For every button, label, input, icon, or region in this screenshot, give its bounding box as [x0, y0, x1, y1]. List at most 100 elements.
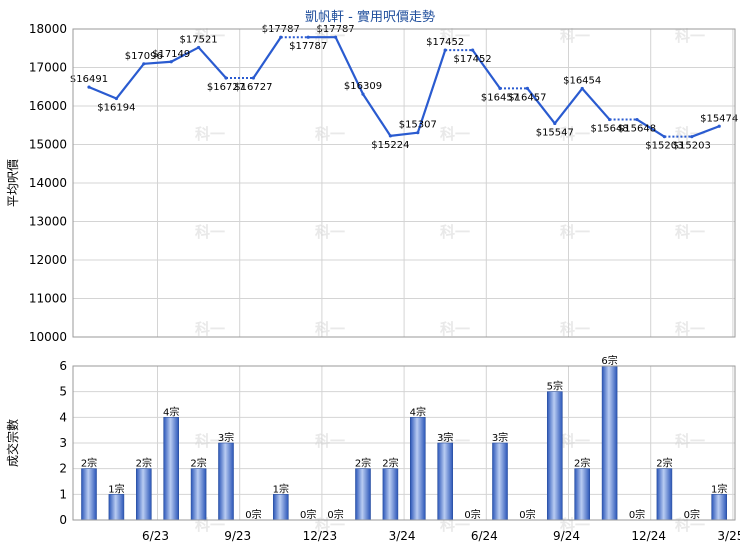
price-line-segment [471, 49, 501, 90]
volume-y-tick-label: 2 [59, 462, 67, 476]
price-point [553, 121, 557, 126]
watermark-text: 科一 [560, 432, 590, 450]
watermark-text: 科一 [195, 432, 225, 450]
price-y-axis-title: 平均呎價 [6, 159, 20, 207]
price-data-label: $17787 [317, 24, 355, 35]
volume-data-label: 5宗 [547, 380, 563, 393]
volume-data-label: 2宗 [382, 457, 398, 470]
price-data-label: $15203 [645, 141, 683, 152]
volume-data-label: 3宗 [492, 431, 508, 444]
price-line-segment [526, 87, 556, 125]
volume-data-label: 2宗 [355, 457, 371, 470]
price-y-tick-label: 16000 [29, 99, 67, 113]
price-data-label: $17452 [454, 54, 492, 65]
price-line-segment [691, 125, 720, 138]
x-tick-label: 9/24 [553, 529, 580, 543]
price-y-tick-label: 17000 [29, 61, 67, 75]
price-point [635, 117, 639, 122]
price-data-label: $17787 [262, 24, 300, 35]
watermark-text: 科一 [560, 223, 590, 241]
volume-data-label: 2宗 [81, 457, 97, 470]
price-point [142, 62, 146, 66]
x-tick-label: 3/24 [389, 529, 416, 543]
watermark-text: 科一 [315, 432, 345, 450]
volume-bar [108, 494, 125, 521]
price-line-segment [416, 49, 447, 134]
x-tick-label: 12/24 [631, 529, 666, 543]
price-line-segment [143, 60, 172, 65]
price-line-segment [197, 46, 227, 79]
watermark-text: 科一 [440, 125, 470, 143]
volume-data-label: 2宗 [136, 457, 152, 470]
x-tick-label: 6/24 [471, 529, 498, 543]
price-data-label: $16194 [97, 103, 135, 114]
data-labels: 2宗 1宗 2宗 4宗 2宗 3宗 0宗 1宗 0宗 0宗 2宗 2宗 4宗 3宗 0宗 3宗 0宗 5宗 2宗 6宗… [70, 24, 738, 521]
price-point [306, 35, 310, 39]
price-data-label: $17521 [180, 34, 218, 45]
volume-bar [437, 442, 454, 521]
volume-data-label: 0宗 [464, 508, 480, 521]
volume-bar [546, 391, 563, 521]
price-data-label: $15474 [700, 113, 738, 124]
price-data-label: $16727 [207, 82, 245, 93]
volume-data-label: 3宗 [437, 431, 453, 444]
volume-data-label: 2宗 [190, 457, 206, 470]
price-point [690, 135, 694, 139]
price-y-tick-label: 12000 [29, 253, 67, 267]
volume-data-label: 0宗 [300, 508, 316, 521]
x-tick-label: 3/25 [717, 529, 740, 543]
price-line-segment [88, 86, 117, 100]
volume-data-label: 0宗 [629, 508, 645, 521]
price-point [361, 92, 365, 96]
watermark-text: 科一 [195, 320, 225, 338]
volume-data-label: 1宗 [711, 482, 727, 495]
watermark-text: 科一 [315, 223, 345, 241]
price-data-label: $15648 [618, 124, 656, 135]
watermark-text: 科一 [440, 223, 470, 241]
watermark-text: 科一 [195, 223, 225, 241]
volume-bar [409, 417, 426, 521]
price-line-segment [362, 93, 392, 137]
price-point [416, 131, 420, 135]
price-data-label: $15224 [371, 140, 409, 151]
volume-bar [81, 468, 97, 521]
x-tick-label: 12/23 [303, 529, 338, 543]
price-data-label: $16491 [70, 74, 108, 85]
price-point [251, 76, 255, 80]
volume-y-tick-label: 6 [59, 359, 67, 373]
volume-bar [574, 468, 591, 521]
volume-bar [190, 468, 207, 521]
volume-plot-frame [72, 365, 736, 521]
price-point [662, 135, 667, 139]
price-y-tick-label: 14000 [29, 176, 67, 190]
price-point [443, 48, 447, 52]
price-data-label: $16727 [234, 82, 272, 93]
volume-bar [382, 468, 399, 521]
x-tick-label: 6/23 [142, 529, 169, 543]
watermark-text: 科一 [440, 320, 470, 338]
volume-data-label: 0宗 [519, 508, 535, 521]
price-data-label: $16454 [563, 76, 601, 87]
watermark-text: 科一 [560, 27, 590, 45]
volume-bar [711, 494, 728, 521]
price-line [87, 35, 721, 139]
watermark-text: 科一 [315, 125, 345, 143]
volume-data-label: 1宗 [273, 482, 289, 495]
price-y-tick-label: 13000 [29, 215, 67, 229]
price-line-segment [252, 36, 282, 79]
chart-title: 凱帆軒 - 實用呎價走勢 [305, 9, 435, 25]
price-point [498, 86, 502, 91]
price-y-tick-label: 10000 [29, 330, 67, 344]
volume-bar [355, 468, 371, 521]
volume-bars [81, 365, 728, 521]
price-line-segment [553, 87, 584, 125]
price-data-label: $17096 [125, 51, 163, 62]
price-data-label: $16457 [508, 92, 546, 103]
volume-y-tick-label: 0 [59, 513, 67, 527]
volume-data-label: 2宗 [574, 457, 590, 470]
volume-data-label: 6宗 [601, 354, 617, 367]
watermark-text: 科一 [560, 125, 590, 143]
price-point [580, 86, 584, 91]
price-data-label: $15547 [536, 127, 574, 138]
price-data-label: $16309 [344, 81, 382, 92]
